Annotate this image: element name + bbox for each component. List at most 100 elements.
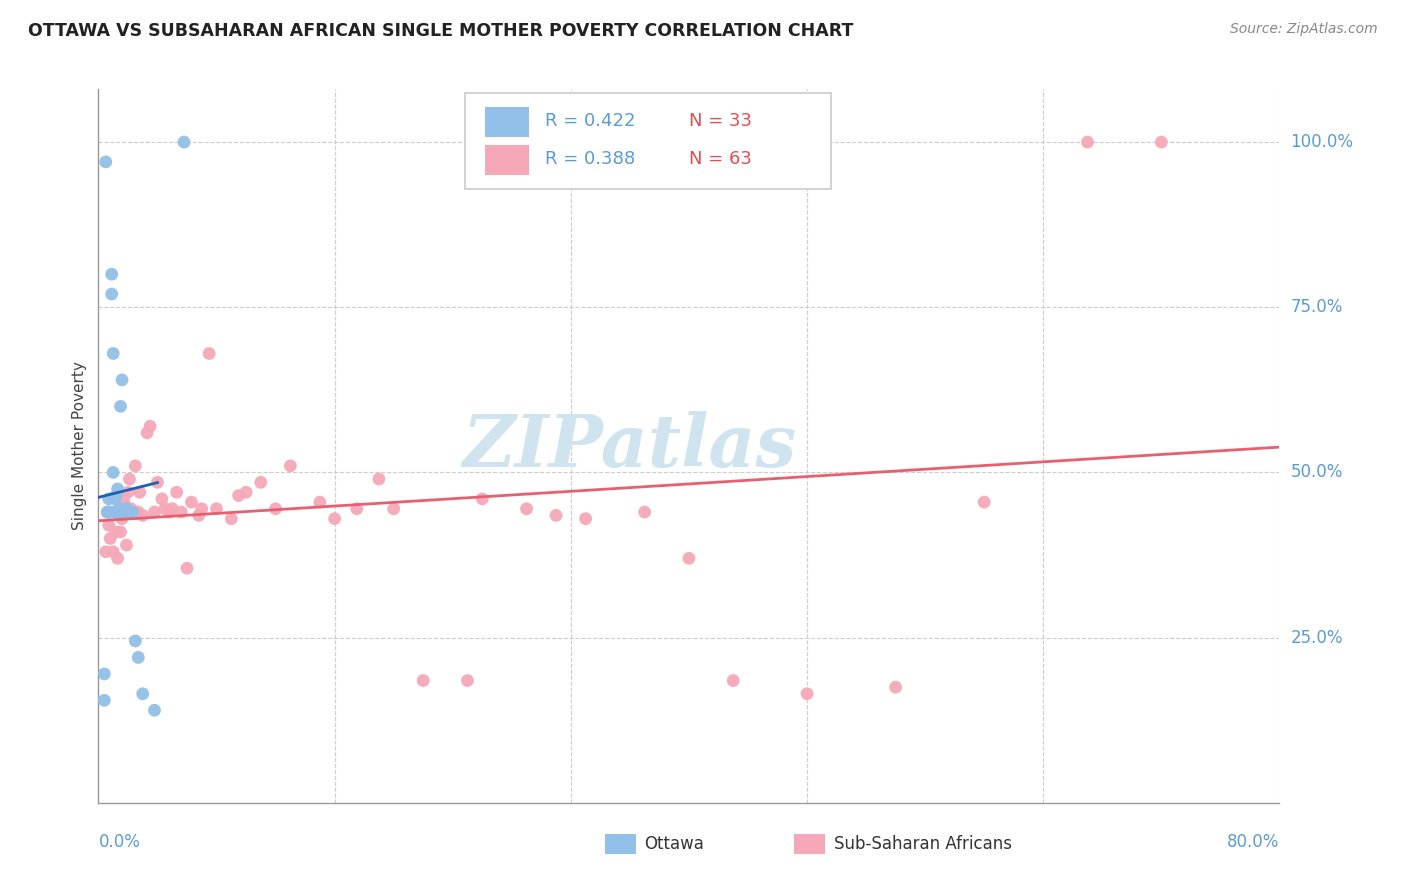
Point bbox=[118, 472, 141, 486]
Point bbox=[180, 495, 202, 509]
Point bbox=[120, 505, 142, 519]
Point bbox=[633, 505, 655, 519]
Point bbox=[100, 287, 122, 301]
Point bbox=[264, 501, 287, 516]
Point bbox=[107, 505, 129, 519]
Point bbox=[115, 538, 138, 552]
Point bbox=[122, 505, 145, 519]
Point bbox=[117, 505, 139, 519]
Point bbox=[146, 475, 169, 490]
Point bbox=[97, 518, 120, 533]
Point bbox=[368, 472, 391, 486]
Point bbox=[136, 425, 159, 440]
Point bbox=[120, 501, 142, 516]
Text: 80.0%: 80.0% bbox=[1227, 833, 1279, 851]
Point bbox=[173, 135, 195, 149]
Point bbox=[973, 495, 995, 509]
Point bbox=[114, 499, 136, 513]
Point bbox=[278, 458, 302, 473]
Point bbox=[107, 551, 129, 566]
Point bbox=[107, 482, 129, 496]
Point bbox=[678, 551, 700, 566]
Point bbox=[108, 505, 131, 519]
Point bbox=[132, 508, 155, 523]
Point bbox=[153, 501, 176, 516]
Point bbox=[219, 511, 242, 525]
FancyBboxPatch shape bbox=[464, 93, 831, 189]
Text: 50.0%: 50.0% bbox=[1291, 464, 1343, 482]
Point bbox=[117, 485, 139, 500]
Point bbox=[93, 693, 115, 707]
Point bbox=[250, 475, 273, 490]
Point bbox=[104, 505, 127, 519]
Point bbox=[97, 491, 120, 506]
Point bbox=[108, 501, 131, 516]
Point bbox=[228, 489, 250, 503]
Text: Source: ZipAtlas.com: Source: ZipAtlas.com bbox=[1230, 22, 1378, 37]
Point bbox=[98, 505, 121, 519]
Point bbox=[150, 491, 173, 506]
Point bbox=[104, 505, 127, 519]
Point bbox=[544, 508, 567, 523]
Text: 0.0%: 0.0% bbox=[98, 833, 141, 851]
Point bbox=[105, 489, 128, 503]
Point bbox=[412, 673, 434, 688]
Text: 100.0%: 100.0% bbox=[1291, 133, 1354, 151]
Point bbox=[127, 650, 149, 665]
Text: 75.0%: 75.0% bbox=[1291, 298, 1343, 317]
Point bbox=[162, 501, 183, 516]
Point bbox=[110, 505, 132, 519]
Text: N = 63: N = 63 bbox=[689, 150, 752, 168]
Bar bbox=[485, 145, 530, 175]
Point bbox=[170, 505, 193, 519]
Point bbox=[1077, 135, 1099, 149]
Point bbox=[176, 561, 198, 575]
Point bbox=[124, 458, 146, 473]
Point bbox=[346, 501, 368, 516]
Text: Ottawa: Ottawa bbox=[644, 835, 704, 853]
Point bbox=[94, 154, 117, 169]
Point bbox=[105, 505, 128, 519]
Point bbox=[98, 532, 121, 546]
Point bbox=[796, 687, 818, 701]
Point bbox=[103, 466, 125, 480]
Point bbox=[139, 419, 162, 434]
Y-axis label: Single Mother Poverty: Single Mother Poverty bbox=[72, 361, 87, 531]
Point bbox=[143, 505, 166, 519]
Point bbox=[884, 680, 907, 694]
Point bbox=[96, 505, 118, 519]
Text: R = 0.422: R = 0.422 bbox=[546, 112, 636, 130]
Point bbox=[143, 703, 166, 717]
Point bbox=[235, 485, 257, 500]
Point bbox=[112, 505, 135, 519]
Point bbox=[187, 508, 209, 523]
Point bbox=[128, 485, 150, 500]
Point bbox=[121, 505, 143, 519]
Point bbox=[574, 511, 596, 525]
Point bbox=[132, 687, 155, 701]
Point bbox=[114, 505, 136, 519]
Point bbox=[456, 673, 478, 688]
Bar bbox=[485, 107, 530, 137]
Text: 25.0%: 25.0% bbox=[1291, 629, 1343, 647]
Point bbox=[115, 501, 138, 516]
Text: R = 0.388: R = 0.388 bbox=[546, 150, 636, 168]
Point bbox=[191, 501, 214, 516]
Point bbox=[205, 501, 228, 516]
Point bbox=[104, 491, 127, 506]
Point bbox=[94, 545, 117, 559]
Point bbox=[118, 505, 141, 519]
Point bbox=[93, 667, 115, 681]
Point bbox=[157, 505, 180, 519]
Point bbox=[105, 524, 128, 539]
Point bbox=[166, 485, 188, 500]
Point bbox=[112, 491, 135, 506]
Text: ZIPatlas: ZIPatlas bbox=[463, 410, 797, 482]
Point bbox=[515, 501, 537, 516]
Point bbox=[1150, 135, 1173, 149]
Point bbox=[198, 346, 221, 360]
Point bbox=[96, 505, 118, 519]
Point bbox=[111, 511, 134, 525]
Text: N = 33: N = 33 bbox=[689, 112, 752, 130]
Point bbox=[471, 491, 494, 506]
